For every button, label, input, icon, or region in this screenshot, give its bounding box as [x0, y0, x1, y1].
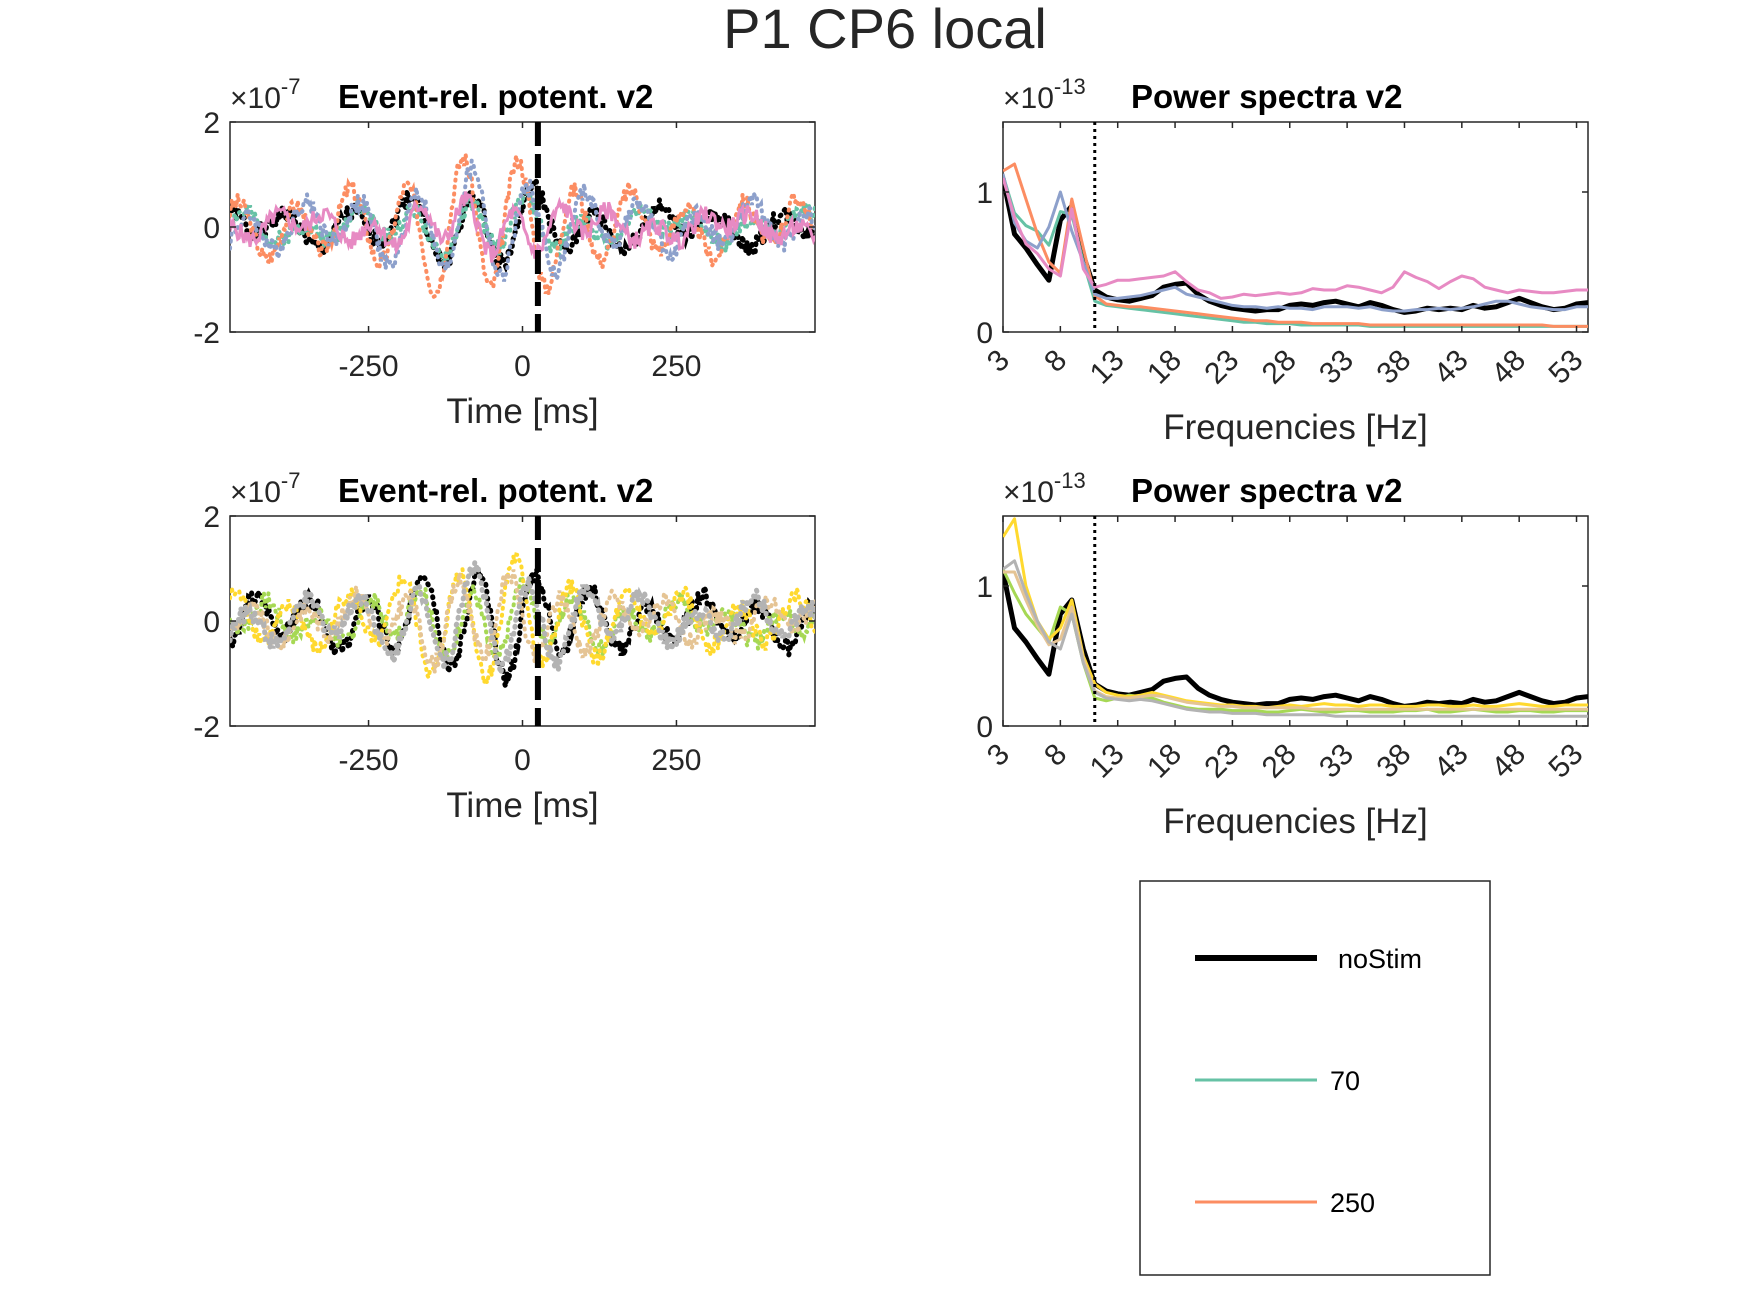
y-tick-label: 0: [203, 212, 220, 245]
x-tick-label: 13: [1084, 344, 1131, 391]
y-tick-label: -2: [193, 711, 220, 744]
series-group: [230, 149, 815, 300]
y-multiplier: ×10-7: [230, 74, 300, 115]
chart-title: Power spectra v2: [1131, 78, 1402, 115]
y-tick-label: 0: [203, 606, 220, 639]
erp-trace-3: [230, 552, 815, 685]
spectrum-line-5: [1003, 177, 1588, 300]
y-tick-label: 2: [203, 501, 220, 534]
chart-4: Power spectra v2 ×10-13 Frequencies [Hz] 0 1…: [976, 468, 1589, 841]
x-tick-label: 8: [1038, 738, 1073, 773]
x-tick-label: 48: [1485, 738, 1532, 785]
legend-label: noStim: [1338, 944, 1422, 974]
erp-trace-4: [230, 155, 815, 286]
x-tick-label: -250: [339, 350, 399, 383]
x-axis-label: Frequencies [Hz]: [1163, 802, 1428, 841]
x-tick-label: 3: [981, 738, 1016, 773]
x-tick-label: 3: [981, 344, 1016, 379]
series-group: [1003, 517, 1588, 718]
x-tick-label: -250: [339, 744, 399, 777]
x-tick-label: 0: [514, 350, 531, 383]
plot-area: [1002, 515, 1589, 727]
chart-title: Event-rel. potent. v2: [338, 78, 653, 115]
legend-box: [1139, 880, 1491, 1276]
y-tick-label: 1: [976, 571, 993, 604]
y-multiplier: ×10-7: [230, 468, 300, 509]
x-tick-label: 53: [1543, 738, 1590, 785]
y-tick-label: -2: [193, 317, 220, 350]
erp-trace-3: [230, 149, 815, 300]
x-tick-label: 23: [1198, 344, 1245, 391]
chart-2: Power spectra v2 ×10-13 Frequencies [Hz] 0 1…: [976, 74, 1589, 447]
y-tick-label: 2: [203, 107, 220, 140]
x-tick-label: 38: [1370, 344, 1417, 391]
erp-trace-5: [230, 191, 815, 263]
x-tick-label: 28: [1256, 738, 1303, 785]
chart-3: Event-rel. potent. v2 ×10-7 Time [ms] -2 0 2 -…: [193, 468, 816, 825]
spectrum-line-5: [1003, 559, 1588, 718]
x-tick-label: 33: [1313, 344, 1360, 391]
x-tick-label: 18: [1141, 344, 1188, 391]
x-tick-label: 0: [514, 744, 531, 777]
legend-label: 250: [1330, 1188, 1375, 1218]
legend: noStim 70 250: [1139, 880, 1491, 1276]
x-tick-label: 23: [1198, 738, 1245, 785]
x-tick-label: 13: [1084, 738, 1131, 785]
spectrum-line-4: [1003, 173, 1588, 313]
series-group: [1003, 162, 1588, 328]
y-tick-label: 0: [976, 711, 993, 744]
x-tick-label: 28: [1256, 344, 1303, 391]
x-tick-label: 53: [1543, 344, 1590, 391]
figure-title: P1 CP6 local: [723, 0, 1047, 60]
spectrum-line-2: [1003, 568, 1588, 714]
x-tick-label: 250: [651, 350, 701, 383]
y-tick-label: 1: [976, 177, 993, 210]
y-tick-label: 0: [976, 317, 993, 350]
x-tick-label: 43: [1428, 738, 1475, 785]
chart-title: Event-rel. potent. v2: [338, 472, 653, 509]
erp-trace-5: [230, 558, 815, 674]
spectrum-line-3: [1003, 162, 1588, 328]
spectrum-line-1: [1003, 177, 1588, 315]
x-tick-label: 18: [1141, 738, 1188, 785]
x-tick-label: 43: [1428, 344, 1475, 391]
spectrum-line-3: [1003, 517, 1588, 710]
x-axis-label: Time [ms]: [446, 392, 598, 431]
x-tick-label: 250: [651, 744, 701, 777]
y-multiplier: ×10-13: [1003, 74, 1086, 115]
x-tick-label: 48: [1485, 344, 1532, 391]
x-tick-label: 8: [1038, 344, 1073, 379]
legend-label: 70: [1330, 1066, 1360, 1096]
x-axis-label: Frequencies [Hz]: [1163, 408, 1428, 447]
y-multiplier: ×10-13: [1003, 468, 1086, 509]
chart-1: Event-rel. potent. v2 ×10-7 Time [ms] -2 0 2 -…: [193, 74, 816, 431]
x-tick-label: 38: [1370, 738, 1417, 785]
erp-trace-4: [230, 565, 815, 673]
series-group: [230, 552, 815, 688]
x-axis-label: Time [ms]: [446, 786, 598, 825]
x-tick-label: 33: [1313, 738, 1360, 785]
chart-title: Power spectra v2: [1131, 472, 1402, 509]
